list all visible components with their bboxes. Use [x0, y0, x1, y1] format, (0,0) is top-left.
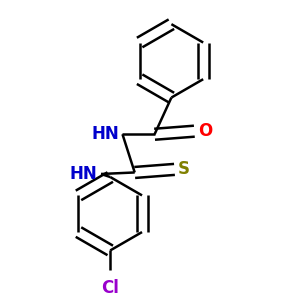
Text: HN: HN [91, 125, 119, 143]
Text: S: S [178, 160, 190, 178]
Text: HN: HN [70, 165, 98, 183]
Text: O: O [198, 122, 212, 140]
Text: Cl: Cl [101, 280, 119, 298]
